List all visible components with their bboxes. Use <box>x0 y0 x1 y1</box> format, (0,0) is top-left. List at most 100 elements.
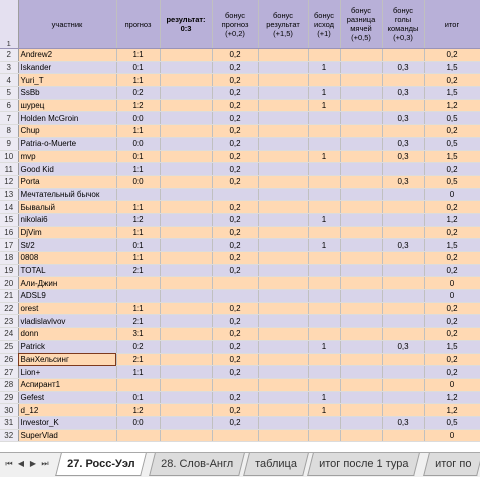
col-header-bonus-goals[interactable]: бонус голы команды (+0,3) <box>382 0 425 49</box>
cell-itog[interactable]: 0,5 <box>423 137 480 151</box>
cell-bonus-ishod[interactable] <box>308 289 341 303</box>
cell-result[interactable] <box>160 48 213 62</box>
cell-bonus-ishod[interactable]: 1 <box>308 150 341 164</box>
row-number[interactable]: 16 <box>0 226 19 240</box>
cell-bonus-result[interactable] <box>258 314 309 329</box>
cell-result[interactable] <box>160 213 213 227</box>
row-number[interactable]: 23 <box>0 314 19 329</box>
cell-bonus-diff[interactable] <box>340 340 383 354</box>
row-number[interactable]: 25 <box>0 340 19 354</box>
row-number[interactable]: 17 <box>0 238 19 252</box>
cell-prognoz[interactable]: 2:1 <box>116 353 161 367</box>
cell-itog[interactable]: 0,2 <box>423 314 480 329</box>
row-number[interactable]: 8 <box>0 124 19 138</box>
cell-result[interactable] <box>160 124 213 138</box>
sheet-tab[interactable]: итог по <box>423 453 480 476</box>
cell-name[interactable]: mvp <box>18 150 117 164</box>
cell-bonus-diff[interactable] <box>340 403 383 417</box>
cell-name[interactable]: donn <box>18 327 117 341</box>
cell-bonus-ishod[interactable] <box>308 365 341 379</box>
col-header-prognoz[interactable]: прогноз <box>116 0 161 49</box>
cell-bonus-goals[interactable] <box>382 353 425 367</box>
cell-bonus-result[interactable] <box>258 137 309 151</box>
cell-bonus-goals[interactable]: 0,3 <box>382 86 425 100</box>
row-number[interactable]: 28 <box>0 378 19 392</box>
cell-bonus-result[interactable] <box>258 111 309 126</box>
cell-prognoz[interactable]: 0:1 <box>116 238 161 252</box>
cell-bonus-ishod[interactable] <box>308 111 341 126</box>
cell-bonus-diff[interactable] <box>340 213 383 227</box>
cell-bonus-result[interactable] <box>258 378 309 392</box>
cell-bonus-prognoz[interactable]: 0,2 <box>212 340 259 354</box>
cell-prognoz[interactable]: 1:1 <box>116 200 161 214</box>
cell-itog[interactable]: 0,2 <box>423 73 480 88</box>
cell-bonus-diff[interactable] <box>340 48 383 62</box>
next-sheet-icon[interactable]: ▶ <box>29 459 37 468</box>
col-header-bonus-diff[interactable]: бонус разница мячей (+0,5) <box>340 0 383 49</box>
cell-result[interactable] <box>160 314 213 329</box>
cell-result[interactable] <box>160 276 213 291</box>
cell-itog[interactable]: 0,2 <box>423 353 480 367</box>
cell-name[interactable]: шурец <box>18 99 117 113</box>
cell-bonus-goals[interactable] <box>382 226 425 240</box>
cell-bonus-goals[interactable]: 0,3 <box>382 175 425 189</box>
cell-prognoz[interactable]: 1:1 <box>116 302 161 316</box>
cell-bonus-goals[interactable] <box>382 289 425 303</box>
row-number[interactable]: 4 <box>0 73 19 88</box>
cell-bonus-result[interactable] <box>258 61 309 75</box>
cell-bonus-result[interactable] <box>258 251 309 265</box>
cell-bonus-prognoz[interactable]: 0,2 <box>212 403 259 417</box>
row-number[interactable]: 6 <box>0 99 19 113</box>
cell-bonus-goals[interactable] <box>382 73 425 88</box>
cell-result[interactable] <box>160 61 213 75</box>
cell-result[interactable] <box>160 403 213 417</box>
cell-bonus-diff[interactable] <box>340 276 383 291</box>
row-number[interactable]: 18 <box>0 251 19 265</box>
cell-result[interactable] <box>160 264 213 278</box>
cell-itog[interactable]: 1,5 <box>423 150 480 164</box>
sheet-tab[interactable]: 28. Слов-Англ <box>149 453 245 476</box>
cell-bonus-prognoz[interactable]: 0,2 <box>212 416 259 430</box>
cell-bonus-prognoz[interactable]: 0,2 <box>212 111 259 126</box>
cell-bonus-prognoz[interactable]: 0,2 <box>212 61 259 75</box>
cell-bonus-result[interactable] <box>258 73 309 88</box>
cell-bonus-prognoz[interactable]: 0,2 <box>212 251 259 265</box>
cell-bonus-goals[interactable]: 0,3 <box>382 111 425 126</box>
cell-prognoz[interactable]: 0:0 <box>116 416 161 430</box>
cell-name[interactable]: Мечтательный бычок <box>18 188 117 202</box>
cell-bonus-prognoz[interactable]: 0,2 <box>212 73 259 88</box>
spreadsheet-grid[interactable]: 1 участник прогноз результат: 0:3 бонус … <box>0 0 480 452</box>
prev-sheet-icon[interactable]: ◀ <box>17 459 25 468</box>
cell-bonus-prognoz[interactable] <box>212 188 259 202</box>
cell-bonus-diff[interactable] <box>340 86 383 100</box>
cell-result[interactable] <box>160 391 213 405</box>
cell-bonus-diff[interactable] <box>340 111 383 126</box>
cell-itog[interactable]: 0,2 <box>423 327 480 341</box>
cell-name[interactable]: Patria-o-Muerte <box>18 137 117 151</box>
cell-bonus-ishod[interactable] <box>308 175 341 189</box>
cell-prognoz[interactable]: 0:1 <box>116 391 161 405</box>
cell-prognoz[interactable] <box>116 289 161 303</box>
cell-prognoz[interactable] <box>116 429 161 443</box>
cell-prognoz[interactable] <box>116 188 161 202</box>
cell-bonus-prognoz[interactable] <box>212 276 259 291</box>
col-header-bonus-ishod[interactable]: бонус исход (+1) <box>308 0 341 49</box>
cell-bonus-ishod[interactable]: 1 <box>308 99 341 113</box>
cell-bonus-diff[interactable] <box>340 226 383 240</box>
cell-bonus-prognoz[interactable]: 0,2 <box>212 302 259 316</box>
cell-bonus-diff[interactable] <box>340 175 383 189</box>
cell-result[interactable] <box>160 137 213 151</box>
row-number[interactable]: 9 <box>0 137 19 151</box>
cell-itog[interactable]: 0,5 <box>423 416 480 430</box>
cell-bonus-prognoz[interactable]: 0,2 <box>212 200 259 214</box>
cell-bonus-result[interactable] <box>258 302 309 316</box>
col-header-bonus-prognoz[interactable]: бонус прогноз (+0,2) <box>212 0 259 49</box>
cell-name[interactable]: SuperVlad <box>18 429 117 443</box>
cell-result[interactable] <box>160 302 213 316</box>
cell-bonus-ishod[interactable] <box>308 264 341 278</box>
cell-prognoz[interactable]: 0:0 <box>116 175 161 189</box>
cell-bonus-diff[interactable] <box>340 416 383 430</box>
cell-bonus-goals[interactable] <box>382 99 425 113</box>
cell-prognoz[interactable]: 1:2 <box>116 99 161 113</box>
sheet-tab[interactable]: итог после 1 тура <box>307 453 421 476</box>
